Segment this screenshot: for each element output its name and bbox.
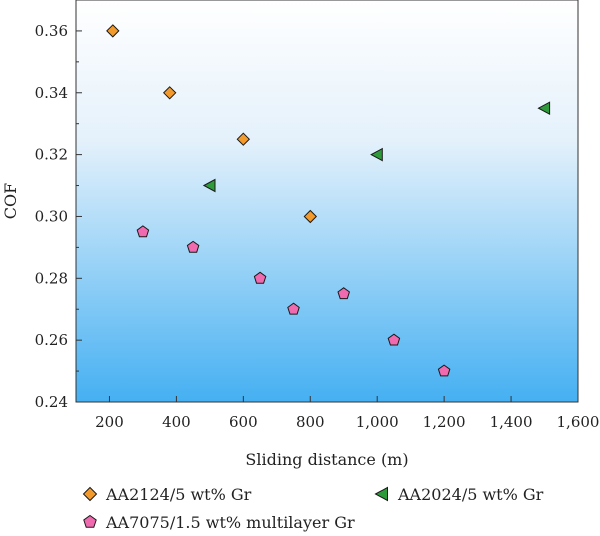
x-tick-label: 400	[162, 413, 191, 431]
data-point-diamond	[236, 132, 251, 146]
legend: AA2124/5 wt% Gr AA2024/5 wt% Gr AA7075/1.5…	[82, 485, 544, 532]
y-tick-label: 0.24	[35, 393, 68, 411]
plot-frame	[75, 0, 579, 403]
data-point-pentagon	[186, 240, 200, 253]
x-tick-label: 1,400	[490, 413, 533, 431]
data-point-pentagon	[387, 333, 401, 346]
legend-marker-diamond	[82, 486, 98, 502]
x-tick-label: 600	[229, 413, 258, 431]
data-point-triangle-left	[202, 178, 216, 193]
legend-label: AA2124/5 wt% Gr	[105, 485, 252, 504]
plot-background	[76, 0, 578, 402]
axes: 200 400 600 800 1,000 1,200 1,400 1,600 0.24 0.26…	[35, 0, 600, 431]
y-tick-label: 0.30	[35, 207, 68, 225]
legend-marker-pentagon	[83, 514, 97, 528]
y-tick-label: 0.32	[35, 146, 68, 164]
x-tick-label: 800	[296, 413, 325, 431]
data-point-diamond	[162, 86, 177, 100]
y-tick-label: 0.26	[35, 331, 68, 349]
data-point-diamond	[106, 24, 120, 38]
y-tick-label: 0.28	[35, 269, 68, 287]
data-points	[106, 24, 551, 377]
legend-label: AA7075/1.5 wt% multilayer Gr	[105, 513, 355, 532]
data-point-pentagon	[337, 287, 350, 300]
x-tick-label: 1,600	[557, 413, 600, 431]
x-tick-label: 1,000	[356, 413, 399, 431]
plot-area	[76, 0, 578, 402]
legend-marker-triangle-left	[374, 486, 388, 502]
x-tick-label: 200	[95, 413, 124, 431]
data-point-pentagon	[437, 364, 451, 377]
data-point-triangle-left	[537, 101, 551, 116]
y-tick-label: 0.34	[35, 84, 68, 102]
y-axis-title: COF	[1, 183, 20, 219]
legend-label: AA2024/5 wt% Gr	[397, 485, 544, 504]
data-point-diamond	[303, 209, 318, 224]
data-point-pentagon	[253, 271, 267, 284]
x-tick-label: 1,200	[423, 413, 466, 431]
data-point-triangle-left	[370, 147, 383, 162]
data-point-pentagon	[287, 302, 300, 315]
data-point-pentagon	[136, 225, 150, 238]
y-tick-label: 0.36	[35, 22, 68, 40]
x-axis-title: Sliding distance (m)	[245, 450, 408, 469]
